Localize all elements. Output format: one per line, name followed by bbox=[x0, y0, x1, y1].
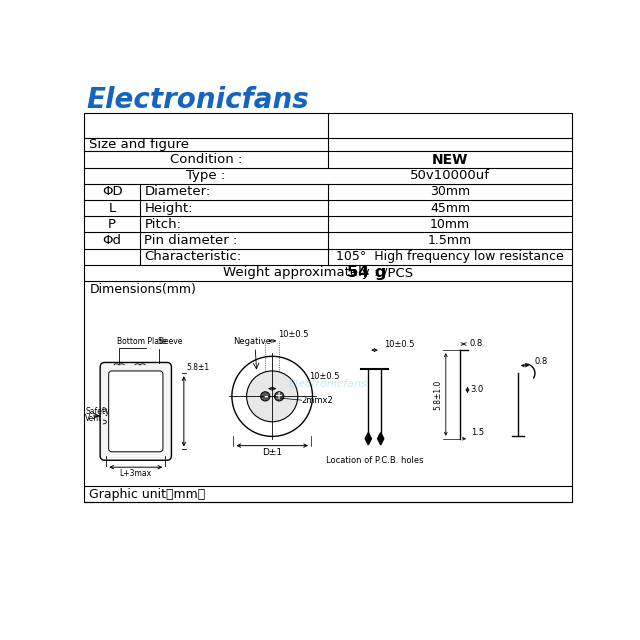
Text: /PCS: /PCS bbox=[383, 266, 413, 279]
Text: Height:: Height: bbox=[145, 202, 193, 214]
Text: Safety: Safety bbox=[85, 406, 110, 415]
Text: -: - bbox=[263, 391, 268, 401]
Text: L+3max: L+3max bbox=[120, 469, 152, 478]
Text: +: + bbox=[275, 391, 284, 401]
Text: 10±0.5: 10±0.5 bbox=[278, 330, 309, 339]
Polygon shape bbox=[365, 433, 371, 445]
Circle shape bbox=[232, 356, 312, 436]
Text: Pitch:: Pitch: bbox=[145, 218, 181, 231]
Text: 0.8: 0.8 bbox=[535, 357, 548, 366]
Text: Graphic unit（mm）: Graphic unit（mm） bbox=[88, 488, 205, 500]
Polygon shape bbox=[378, 433, 384, 445]
Text: 54 g: 54 g bbox=[347, 265, 387, 280]
Text: 2mmx2: 2mmx2 bbox=[301, 396, 333, 404]
Text: 5.8±1: 5.8±1 bbox=[186, 364, 209, 372]
Text: Electronicfans: Electronicfans bbox=[289, 379, 367, 388]
Text: Vent: Vent bbox=[85, 414, 102, 424]
Text: 10mm: 10mm bbox=[430, 218, 470, 231]
Text: 1.5mm: 1.5mm bbox=[428, 234, 472, 247]
Text: Φd: Φd bbox=[102, 234, 122, 247]
Circle shape bbox=[260, 392, 270, 401]
Text: Location of P.C.B. holes: Location of P.C.B. holes bbox=[326, 456, 423, 465]
Circle shape bbox=[246, 371, 298, 422]
Text: P: P bbox=[108, 218, 116, 231]
Text: D±1: D±1 bbox=[262, 448, 282, 457]
Text: Negative: Negative bbox=[234, 337, 271, 346]
Text: Electronicfans: Electronicfans bbox=[86, 86, 309, 114]
Text: 30mm: 30mm bbox=[430, 186, 470, 198]
Text: Characteristic:: Characteristic: bbox=[145, 250, 241, 263]
Text: 1.5: 1.5 bbox=[470, 428, 484, 437]
Text: Bottom Plate: Bottom Plate bbox=[117, 337, 167, 346]
FancyBboxPatch shape bbox=[109, 371, 163, 452]
Text: 3.0: 3.0 bbox=[470, 385, 484, 394]
Circle shape bbox=[275, 392, 284, 401]
Text: L: L bbox=[109, 202, 116, 214]
FancyBboxPatch shape bbox=[100, 362, 172, 460]
Text: NEW: NEW bbox=[432, 152, 468, 166]
Text: 50v10000uf: 50v10000uf bbox=[410, 169, 490, 182]
Text: 10±0.5: 10±0.5 bbox=[385, 340, 415, 349]
Text: Type :: Type : bbox=[186, 169, 225, 182]
Text: Diameter:: Diameter: bbox=[145, 186, 211, 198]
Text: 5.8±1.0: 5.8±1.0 bbox=[434, 380, 443, 410]
Text: Pin diameter :: Pin diameter : bbox=[145, 234, 237, 247]
Text: Condition :: Condition : bbox=[170, 153, 242, 166]
Text: 105°  High frequency low resistance: 105° High frequency low resistance bbox=[336, 250, 564, 263]
Text: Dimensions(mm): Dimensions(mm) bbox=[90, 283, 197, 296]
Text: Weight approximately :: Weight approximately : bbox=[223, 266, 387, 279]
Text: ΦD: ΦD bbox=[102, 186, 122, 198]
Text: 45mm: 45mm bbox=[430, 202, 470, 214]
Text: Sleeve: Sleeve bbox=[157, 337, 183, 346]
Text: Size and figure: Size and figure bbox=[88, 138, 189, 152]
Text: 0.8: 0.8 bbox=[469, 339, 483, 348]
Text: 10±0.5: 10±0.5 bbox=[309, 372, 340, 381]
Bar bbox=[84, 113, 572, 502]
